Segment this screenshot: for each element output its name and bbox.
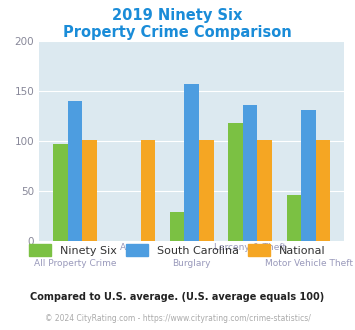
Bar bbox=[301, 110, 316, 241]
Text: Burglary: Burglary bbox=[173, 259, 211, 268]
Text: Property Crime Comparison: Property Crime Comparison bbox=[63, 25, 292, 40]
Bar bbox=[316, 140, 331, 241]
Bar bbox=[184, 84, 199, 241]
Text: Larceny & Theft: Larceny & Theft bbox=[214, 243, 286, 252]
Bar bbox=[228, 123, 243, 241]
Text: Arson: Arson bbox=[120, 243, 146, 252]
Text: All Property Crime: All Property Crime bbox=[34, 259, 116, 268]
Text: © 2024 CityRating.com - https://www.cityrating.com/crime-statistics/: © 2024 CityRating.com - https://www.city… bbox=[45, 314, 310, 323]
Text: Motor Vehicle Theft: Motor Vehicle Theft bbox=[264, 259, 353, 268]
Text: Compared to U.S. average. (U.S. average equals 100): Compared to U.S. average. (U.S. average … bbox=[31, 292, 324, 302]
Bar bbox=[53, 144, 67, 241]
Bar bbox=[257, 140, 272, 241]
Bar bbox=[170, 212, 184, 241]
Bar bbox=[199, 140, 214, 241]
Bar bbox=[67, 101, 82, 241]
Bar bbox=[243, 105, 257, 241]
Legend: Ninety Six, South Carolina, National: Ninety Six, South Carolina, National bbox=[25, 240, 330, 260]
Bar bbox=[286, 195, 301, 241]
Bar bbox=[82, 140, 97, 241]
Bar bbox=[141, 140, 155, 241]
Text: 2019 Ninety Six: 2019 Ninety Six bbox=[112, 8, 243, 23]
